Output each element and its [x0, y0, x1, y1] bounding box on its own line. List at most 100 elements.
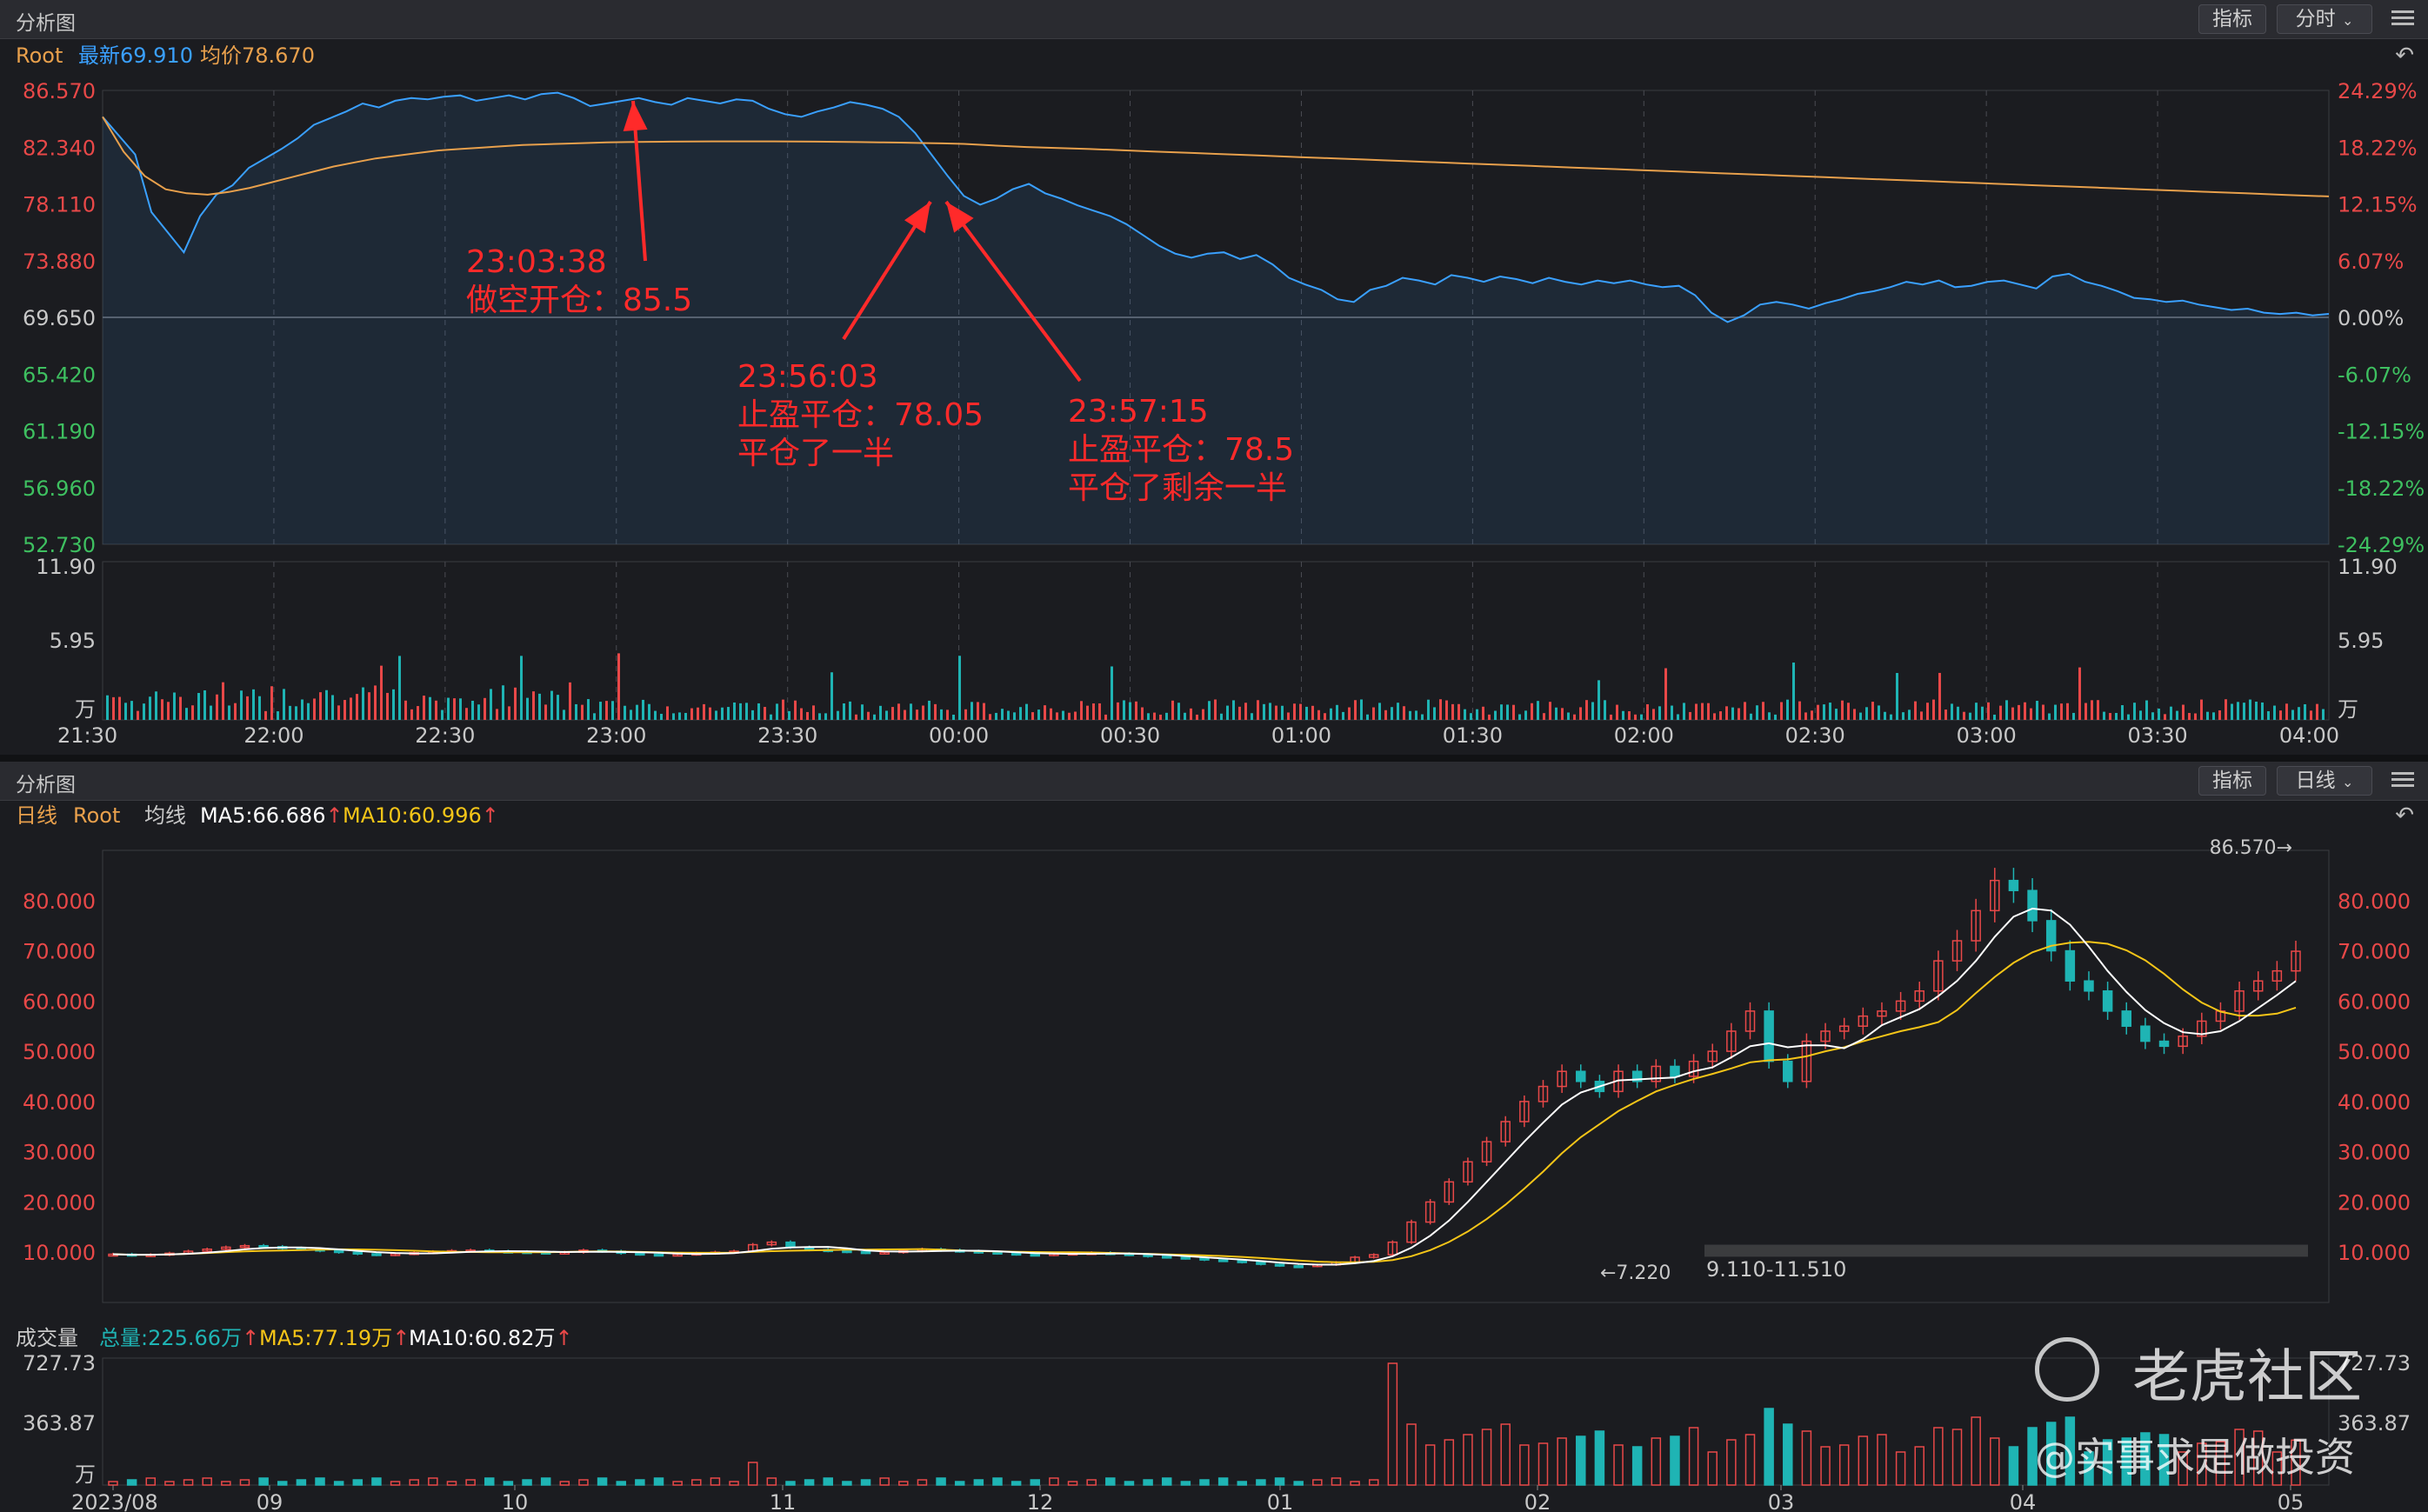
- price-tick-label: 69.650: [23, 306, 96, 330]
- volume-bar: [800, 708, 803, 720]
- volume-bar: [2304, 703, 2306, 720]
- date-tick-label: 09: [257, 1490, 283, 1512]
- pct-tick-label: -6.07%: [2338, 363, 2411, 387]
- volume-bar: [1652, 709, 1655, 720]
- volume-bar: [1013, 712, 1016, 720]
- volume-bar: [1445, 700, 1448, 720]
- price-area-fill: [103, 92, 2329, 545]
- volume-bar: [2084, 703, 2087, 720]
- daily-price-tick-right: 30.000: [2338, 1141, 2411, 1165]
- volume-bar: [2140, 1432, 2151, 1486]
- candle-body: [1895, 1000, 1906, 1012]
- candle-body: [2158, 1040, 2170, 1048]
- volume-bar: [301, 699, 304, 720]
- volume-bar: [1317, 709, 1320, 720]
- annotation-text: 平仓了一半: [737, 436, 894, 471]
- candle-body: [333, 1249, 344, 1254]
- volume-bar: [928, 700, 931, 720]
- volume-bar: [1713, 713, 1716, 720]
- menu-icon[interactable]: [2391, 8, 2414, 29]
- candle-body: [1557, 1070, 1567, 1088]
- volume-bar: [216, 694, 218, 720]
- volume-bar: [550, 690, 553, 720]
- candle-body: [860, 1250, 871, 1255]
- daily-menu-icon[interactable]: [2391, 769, 2414, 790]
- volume-bar: [1488, 714, 1491, 720]
- volume-bar: [1274, 1477, 1285, 1486]
- candle-body: [1274, 1263, 1285, 1267]
- annotation-text: 23:03:38: [466, 244, 607, 280]
- volume-bar: [471, 700, 474, 720]
- volume-bar: [684, 712, 687, 720]
- volume-bar: [1293, 1481, 1304, 1486]
- candle-body: [2178, 1036, 2188, 1048]
- daily-price-tick: 30.000: [23, 1141, 96, 1165]
- volume-bar: [183, 1479, 194, 1486]
- volume-bar: [1251, 713, 1253, 720]
- intraday-chart: 21:30 22:00 22:30 23:00 23:30 00:00 00:30 01:00…: [23, 79, 2425, 748]
- volume-total: 总量:225.66万↑: [99, 1326, 260, 1350]
- volume-bar: [404, 700, 407, 720]
- volume-bar: [1829, 703, 1831, 720]
- candle-body: [2045, 920, 2057, 952]
- candle-body: [221, 1246, 231, 1250]
- annotation-text: 平仓了剩余一半: [1068, 470, 1287, 506]
- volume-bar: [1123, 700, 1125, 720]
- volume-bar: [983, 703, 985, 720]
- volume-bar: [910, 703, 912, 720]
- indicator-button-top[interactable]: 指标: [2198, 4, 2266, 34]
- daily-period-dropdown[interactable]: 日线 ⌄: [2277, 766, 2372, 796]
- reset-icon[interactable]: ↶: [2395, 43, 2414, 69]
- volume-bar: [179, 696, 182, 720]
- volume-bar: [666, 706, 669, 720]
- volume-bar: [1086, 705, 1089, 720]
- volume-bar: [1531, 703, 1533, 720]
- volume-bar: [2197, 1442, 2207, 1486]
- volume-bar: [1330, 708, 1332, 720]
- volume-bar: [710, 1477, 721, 1486]
- volume-bar: [751, 709, 754, 720]
- volume-bar: [1220, 713, 1223, 720]
- pct-tick-label: -18.22%: [2338, 476, 2425, 501]
- daily-reset-icon[interactable]: ↶: [2395, 803, 2414, 829]
- volume-bar: [540, 1477, 551, 1486]
- volume-bar: [1476, 709, 1478, 720]
- volume-bar: [2139, 710, 2142, 720]
- ma10-value: MA10:60.996↑: [343, 803, 499, 828]
- volume-bar: [1354, 700, 1357, 720]
- volume-bar: [1858, 1435, 1869, 1486]
- volume-bar: [2218, 709, 2221, 720]
- volume-bar: [1177, 703, 1180, 720]
- volume-bar: [477, 704, 480, 720]
- volume-bar: [885, 710, 888, 720]
- volume-bar: [917, 1479, 928, 1486]
- daily-indicator-button[interactable]: 指标: [2198, 766, 2266, 796]
- volume-bar: [441, 709, 444, 720]
- volume-bar: [1433, 707, 1436, 720]
- volume-bar: [2178, 1451, 2188, 1486]
- volume-bar: [352, 1479, 364, 1486]
- volume-bar: [502, 685, 504, 720]
- period-dropdown[interactable]: 分时 ⌄: [2277, 4, 2372, 34]
- volume-bar: [1859, 712, 1862, 720]
- volume-bar: [995, 712, 997, 720]
- volume-bar: [1312, 1479, 1323, 1486]
- volume-bar: [1801, 1430, 1812, 1486]
- volume-bar: [1518, 714, 1521, 720]
- volume-bar: [2231, 703, 2233, 720]
- volume-bar: [1646, 703, 1649, 720]
- volume-bar: [1421, 714, 1424, 720]
- volume-bar: [1056, 712, 1058, 720]
- volume-bar: [1817, 704, 1819, 720]
- volume-bar: [2102, 1439, 2113, 1486]
- volume-bar: [1926, 703, 1929, 720]
- volume-bar: [173, 692, 176, 720]
- high-price-label: 86.570→: [2210, 837, 2292, 859]
- volume-tick-label-right: 363.87: [2338, 1411, 2411, 1435]
- volume-bar: [934, 703, 937, 720]
- volume-bar: [581, 704, 584, 720]
- volume-bar: [1877, 1434, 1887, 1486]
- candle-body: [239, 1244, 250, 1249]
- price-tick-label: 52.730: [23, 533, 96, 557]
- candle-body: [1971, 909, 1981, 942]
